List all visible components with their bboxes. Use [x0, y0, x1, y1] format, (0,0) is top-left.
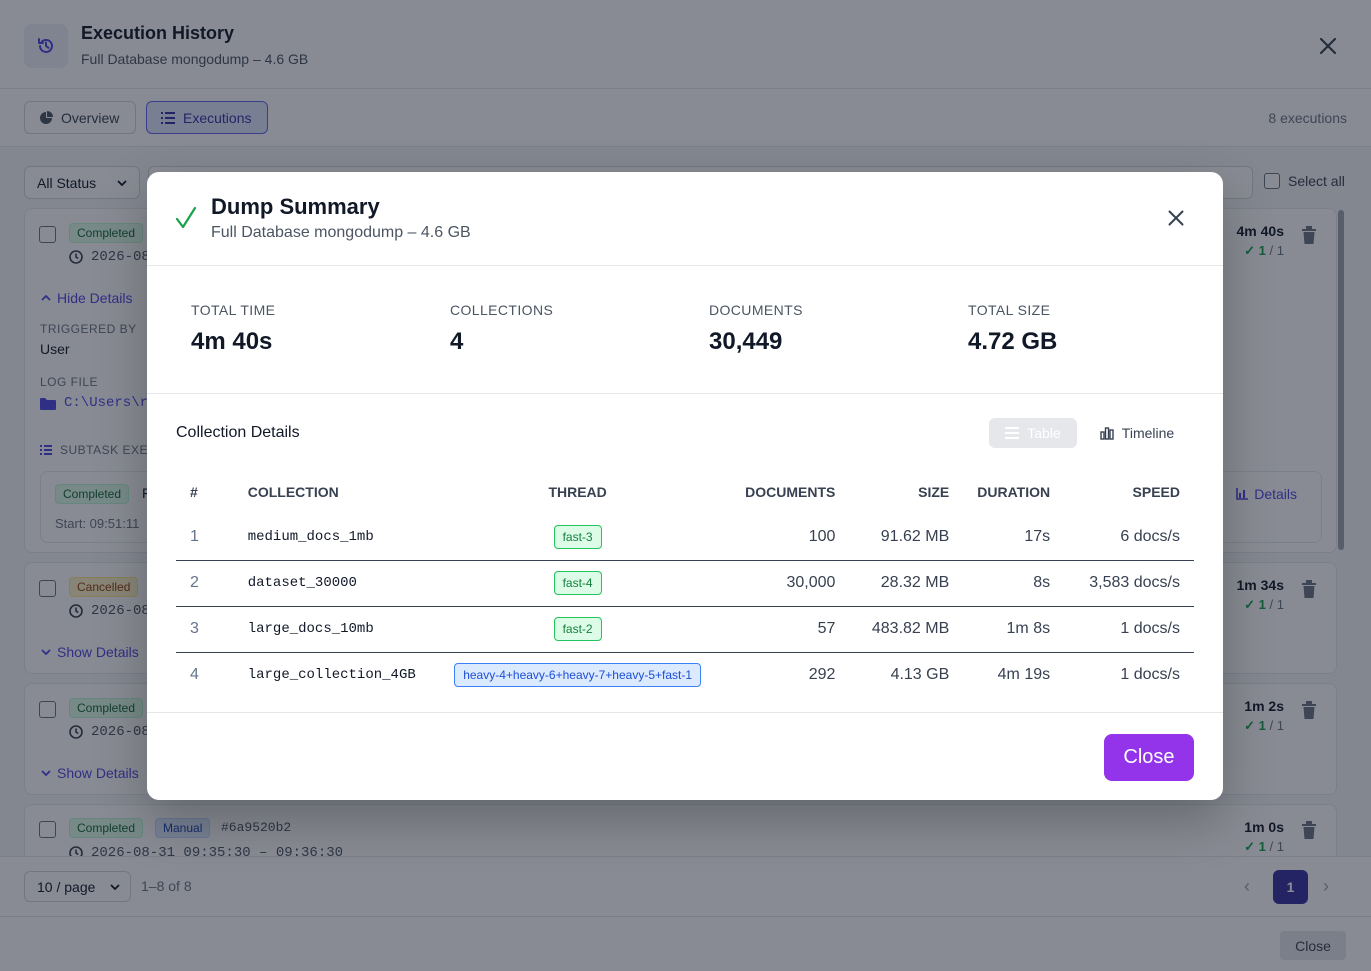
row-number: 2	[176, 559, 234, 606]
duration-cell: 4m 19s	[963, 651, 1065, 698]
speed-cell: 1 docs/s	[1064, 651, 1194, 698]
view-table-button[interactable]: Table	[989, 418, 1077, 448]
row-number: 3	[176, 605, 234, 652]
modal-subtitle: Full Database mongodump – 4.6 GB	[211, 224, 471, 241]
stat-value: 4	[450, 328, 464, 355]
stat-total-time: TOTAL TIME 4m 40s	[191, 302, 275, 356]
size-cell: 91.62 MB	[880, 527, 950, 545]
thread-cell: fast-3	[430, 514, 726, 560]
column-header-duration: DURATION	[977, 484, 1051, 500]
thread-chip: fast-3	[553, 524, 602, 549]
speed-cell: 3,583 docs/s	[1064, 559, 1194, 606]
duration-cell: 1m 8s	[963, 605, 1065, 652]
bar-chart-icon	[1100, 427, 1114, 440]
thread-chip: fast-2	[553, 617, 602, 641]
column-header-documents: DOCUMENTS	[745, 484, 836, 500]
row-number: 1	[190, 527, 199, 545]
table-row: 1 medium_docs_1mb fast-3 100 91.62 MB 17…	[176, 514, 1194, 560]
modal-close-icon-button[interactable]	[1163, 205, 1189, 231]
view-table-label: Table	[1027, 425, 1061, 441]
stat-label: TOTAL SIZE	[968, 302, 1051, 318]
modal-footer: Close	[147, 712, 1223, 800]
documents-cell: 57	[725, 605, 850, 652]
column-header-thread: THREAD	[548, 484, 607, 500]
close-icon	[1168, 210, 1184, 226]
table-icon	[1005, 427, 1020, 439]
size-cell: 4.13 GB	[849, 651, 964, 698]
size-cell: 28.32 MB	[849, 559, 964, 606]
stat-label: TOTAL TIME	[191, 302, 276, 318]
stat-total-size: TOTAL SIZE 4.72 GB	[968, 302, 1057, 356]
thread-cell: heavy-4+heavy-6+heavy-7+heavy-5+fast-1	[429, 651, 726, 698]
table-row: 3 large_docs_10mb fast-2 57 483.82 MB 1m…	[176, 605, 1194, 652]
column-header-size: SIZE	[918, 484, 950, 500]
column-header-speed: SPEED	[1132, 484, 1180, 500]
thread-chip: heavy-4+heavy-6+heavy-7+heavy-5+fast-1	[454, 663, 702, 688]
row-number: 4	[176, 651, 234, 698]
collection-name: large_collection_4GB	[233, 651, 430, 698]
collection-details-table: # COLLECTION THREAD DOCUMENTS SIZE DURAT…	[176, 470, 1194, 698]
speed-cell: 6 docs/s	[1120, 527, 1180, 545]
duration-cell: 17s	[1024, 527, 1051, 545]
duration-cell: 8s	[963, 559, 1065, 606]
size-cell: 483.82 MB	[849, 605, 964, 652]
modal-header: Dump Summary Full Database mongodump – 4…	[147, 172, 1223, 266]
stat-value: 30,449	[709, 328, 783, 355]
column-header-collection: COLLECTION	[247, 484, 339, 500]
modal-close-button[interactable]: Close	[1104, 734, 1194, 781]
thread-cell: fast-4	[429, 559, 726, 606]
stat-label: DOCUMENTS	[709, 302, 803, 318]
checkmark-icon	[175, 206, 197, 229]
column-header-number: #	[190, 484, 198, 500]
table-header-row: # COLLECTION THREAD DOCUMENTS SIZE DURAT…	[176, 470, 1194, 514]
documents-cell: 30,000	[725, 559, 850, 606]
table-row: 2 dataset_30000 fast-4 30,000 28.32 MB 8…	[176, 559, 1194, 606]
stat-collections: COLLECTIONS 4	[450, 302, 553, 356]
stat-value: 4m 40s	[191, 328, 273, 355]
thread-cell: fast-2	[429, 605, 726, 652]
modal-title: Dump Summary	[211, 194, 380, 219]
stat-value: 4.72 GB	[968, 328, 1058, 355]
stat-label: COLLECTIONS	[450, 302, 554, 318]
stat-documents: DOCUMENTS 30,449	[709, 302, 803, 356]
collection-name: dataset_30000	[233, 559, 430, 606]
documents-cell: 100	[808, 527, 836, 545]
view-timeline-label: Timeline	[1121, 425, 1175, 441]
table-row: 4 large_collection_4GB heavy-4+heavy-6+h…	[176, 651, 1194, 698]
view-timeline-button[interactable]: Timeline	[1087, 418, 1187, 448]
thread-chip: fast-4	[553, 571, 602, 595]
dump-summary-modal: Dump Summary Full Database mongodump – 4…	[147, 172, 1223, 800]
speed-cell: 1 docs/s	[1064, 605, 1194, 652]
documents-cell: 292	[725, 651, 850, 698]
collection-name: large_docs_10mb	[233, 605, 430, 652]
collection-details-title: Collection Details	[176, 424, 300, 441]
summary-stats: TOTAL TIME 4m 40s COLLECTIONS 4 DOCUMENT…	[147, 266, 1223, 394]
collection-name: medium_docs_1mb	[247, 528, 374, 545]
